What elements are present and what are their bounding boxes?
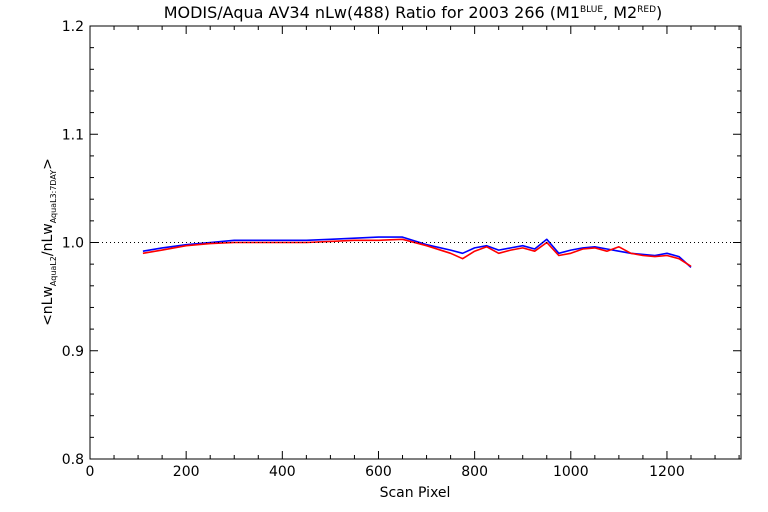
x-tick-label: 600: [365, 464, 392, 480]
x-axis-label: Scan Pixel: [380, 485, 451, 501]
y-tick-label: 0.9: [62, 344, 84, 360]
x-tick-label: 0: [86, 464, 95, 480]
series-line-m2: [142, 238, 692, 267]
y-tick-label: 1.0: [62, 236, 84, 252]
series-layer: [142, 236, 692, 268]
x-tick-label: 1000: [553, 464, 589, 480]
chart-title: MODIS/Aqua AV34 nLw(488) Ratio for 2003 …: [164, 3, 663, 22]
x-tick-label: 1200: [649, 464, 685, 480]
series-line-m1: [142, 236, 692, 268]
y-tick-label: 1.2: [62, 19, 84, 35]
x-tick-label: 200: [173, 464, 200, 480]
x-tick-label: 400: [269, 464, 296, 480]
y-tick-label: 1.1: [62, 127, 84, 143]
y-tick-label: 0.8: [62, 452, 84, 468]
x-tick-label: 800: [461, 464, 488, 480]
y-axis-label: <nLwAquaL2/nLwAquaL3:7DAY>: [40, 158, 58, 326]
ticks-layer: 0 200 400 600 800 1000 1200 0.8 0.9 1.0 1.1 1.2: [62, 19, 741, 480]
